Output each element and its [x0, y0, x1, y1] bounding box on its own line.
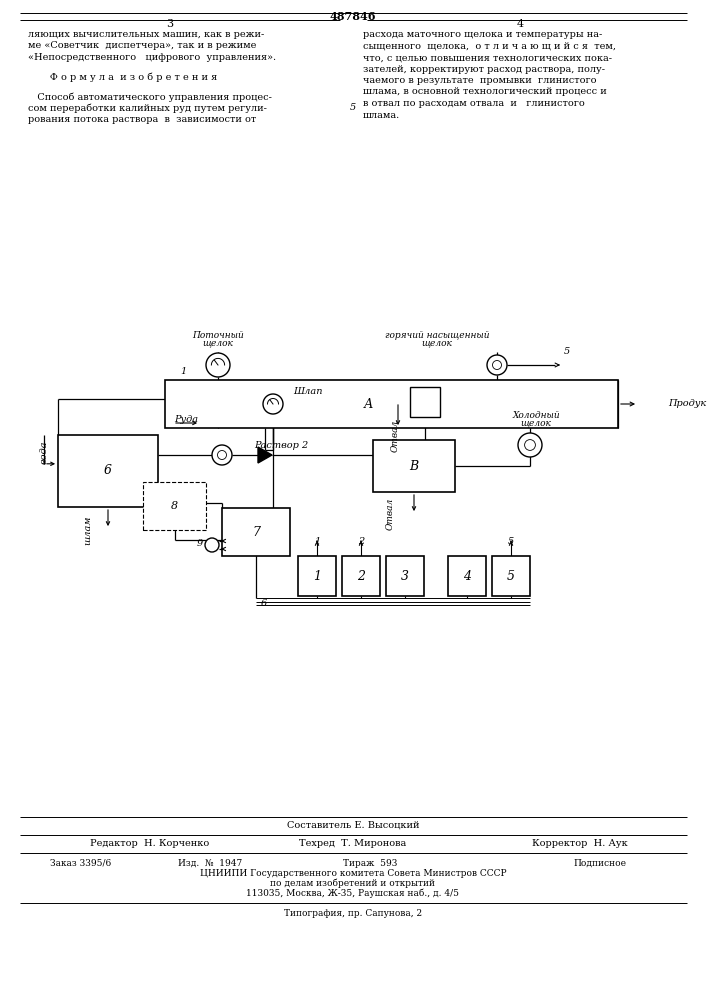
- Bar: [373, 440, 455, 492]
- Text: 3: 3: [166, 19, 173, 29]
- Text: Ф о р м у л а  и з о б р е т е н и я: Ф о р м у л а и з о б р е т е н и я: [28, 73, 217, 82]
- Bar: [448, 556, 486, 596]
- Text: А: А: [364, 397, 373, 410]
- Text: по делам изобретений и открытий: по делам изобретений и открытий: [271, 878, 436, 888]
- Polygon shape: [258, 447, 272, 463]
- Text: Заказ 3395/6: Заказ 3395/6: [50, 858, 111, 867]
- Text: ме «Советчик  диспетчера», так и в режиме: ме «Советчик диспетчера», так и в режиме: [28, 41, 257, 50]
- Text: 4: 4: [463, 570, 471, 582]
- Text: 6: 6: [261, 599, 267, 608]
- Text: Отвал: Отвал: [385, 498, 395, 530]
- Text: вода: вода: [40, 440, 49, 464]
- Text: сыщенного  щелока,  о т л и ч а ю щ и й с я  тем,: сыщенного щелока, о т л и ч а ю щ и й с …: [363, 41, 616, 50]
- Text: расхода маточного щелока и температуры на-: расхода маточного щелока и температуры н…: [363, 30, 602, 39]
- Text: 5: 5: [507, 570, 515, 582]
- Bar: [386, 556, 424, 596]
- Text: 113035, Москва, Ж-35, Раушская наб., д. 4/5: 113035, Москва, Ж-35, Раушская наб., д. …: [247, 888, 460, 898]
- Bar: [143, 482, 206, 530]
- Text: щелок: щелок: [421, 338, 452, 348]
- Text: Редактор  Н. Корченко: Редактор Н. Корченко: [90, 838, 209, 848]
- Text: Отвал: Отвал: [390, 420, 399, 452]
- Text: чаемого в результате  промывки  глинистого: чаемого в результате промывки глинистого: [363, 76, 597, 85]
- Text: Продукт: Продукт: [668, 399, 707, 408]
- Text: 6: 6: [104, 464, 112, 478]
- Text: Руда: Руда: [174, 416, 198, 424]
- Text: Тираж  593: Тираж 593: [343, 858, 397, 867]
- Text: ЦНИИПИ Государственного комитета Совета Министров СССР: ЦНИИПИ Государственного комитета Совета …: [199, 868, 506, 878]
- Text: Подписное: Подписное: [573, 858, 626, 867]
- Bar: [492, 556, 530, 596]
- Circle shape: [493, 360, 501, 369]
- Text: 487846: 487846: [329, 11, 376, 22]
- Text: рования потока раствора  в  зависимости от: рования потока раствора в зависимости от: [28, 115, 256, 124]
- Text: горячий насыщенный: горячий насыщенный: [385, 330, 489, 340]
- Text: Составитель Е. Высоцкий: Составитель Е. Высоцкий: [287, 820, 419, 830]
- Text: зателей, корректируют расход раствора, полу-: зателей, корректируют расход раствора, п…: [363, 64, 605, 74]
- Text: 2: 2: [357, 570, 365, 582]
- Text: шлама.: шлама.: [363, 110, 400, 119]
- Text: ляющих вычислительных машин, как в режи-: ляющих вычислительных машин, как в режи-: [28, 30, 264, 39]
- Text: щелок: щелок: [203, 338, 233, 348]
- Text: что, с целью повышения технологических пока-: что, с целью повышения технологических п…: [363, 53, 612, 62]
- Text: Раствор 2: Раствор 2: [254, 442, 308, 450]
- Text: шлам: шлам: [83, 515, 93, 545]
- Bar: [58, 435, 158, 507]
- Text: «Непосредственного   цифрового  управления».: «Непосредственного цифрового управления»…: [28, 53, 276, 62]
- Circle shape: [205, 538, 219, 552]
- Bar: [410, 387, 440, 417]
- Bar: [222, 508, 290, 556]
- Text: 7: 7: [252, 526, 260, 538]
- Text: щелок: щелок: [520, 418, 551, 428]
- Text: Типография, пр. Сапунова, 2: Типография, пр. Сапунова, 2: [284, 908, 422, 918]
- Text: Поточный: Поточный: [192, 330, 244, 340]
- Bar: [165, 380, 618, 428]
- Text: Шлап: Шлап: [293, 387, 322, 396]
- Text: 5: 5: [508, 538, 514, 546]
- Text: в отвал по расходам отвала  и   глинистого: в отвал по расходам отвала и глинистого: [363, 99, 585, 108]
- Text: 3: 3: [401, 570, 409, 582]
- Text: сом переработки калийных руд путем регули-: сом переработки калийных руд путем регул…: [28, 104, 267, 113]
- Text: шлама, в основной технологический процесс и: шлама, в основной технологический процес…: [363, 88, 607, 97]
- Circle shape: [518, 433, 542, 457]
- Text: 2: 2: [358, 538, 364, 546]
- Bar: [298, 556, 336, 596]
- Text: 1: 1: [180, 367, 186, 376]
- Text: 5: 5: [564, 348, 570, 357]
- Text: Техред  Т. Миронова: Техред Т. Миронова: [299, 838, 407, 848]
- Circle shape: [212, 445, 232, 465]
- Circle shape: [525, 440, 535, 450]
- Text: 4: 4: [516, 19, 524, 29]
- Text: 8: 8: [171, 501, 178, 511]
- Text: В: В: [409, 460, 419, 473]
- Text: Корректор  Н. Аук: Корректор Н. Аук: [532, 838, 628, 848]
- Text: Холодный: Холодный: [512, 410, 560, 420]
- Circle shape: [263, 394, 283, 414]
- Circle shape: [218, 450, 226, 460]
- Text: 9: 9: [197, 540, 203, 548]
- Text: 5: 5: [350, 103, 356, 111]
- Circle shape: [487, 355, 507, 375]
- Text: 1: 1: [313, 570, 321, 582]
- Text: Изд.  №  1947: Изд. № 1947: [178, 858, 242, 867]
- Circle shape: [206, 353, 230, 377]
- Text: 1: 1: [314, 538, 320, 546]
- Text: Способ автоматического управления процес-: Способ автоматического управления процес…: [28, 92, 272, 102]
- Bar: [342, 556, 380, 596]
